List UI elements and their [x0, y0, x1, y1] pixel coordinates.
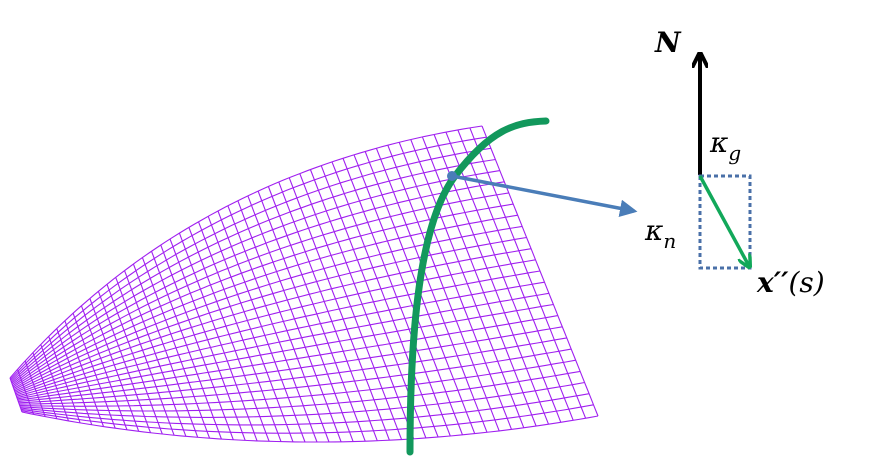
- mesh-line: [11, 158, 496, 383]
- curvature-vector-label: x′′(s): [756, 266, 825, 299]
- mesh-line: [13, 214, 518, 389]
- mesh-line: [17, 315, 558, 401]
- surface-mesh: [9, 125, 599, 443]
- mesh-line: [10, 136, 487, 380]
- mesh-line: [12, 203, 514, 388]
- curvature-vector-arg: (s): [788, 266, 824, 299]
- mesh-line: [15, 259, 536, 395]
- mesh-line: [12, 192, 509, 387]
- kappa-g-label: κg: [709, 126, 741, 165]
- mesh-line: [18, 326, 563, 403]
- curvature-vector-arrow: [698, 175, 749, 266]
- mesh-line: [16, 292, 549, 399]
- kappa-g-sub: g: [728, 141, 741, 165]
- projection-box: [698, 174, 752, 270]
- kappa-g-base: κ: [709, 126, 728, 159]
- mesh-line: [21, 393, 590, 426]
- mesh-line: [9, 125, 483, 379]
- mesh-line: [11, 181, 505, 385]
- mesh-line: [11, 170, 500, 384]
- mesh-line: [19, 348, 572, 405]
- mesh-line: [20, 381, 585, 418]
- normal-curvature-arrow: [451, 174, 638, 217]
- mesh-line: [20, 370, 581, 412]
- mesh-line: [15, 270, 541, 396]
- mesh-line: [16, 281, 545, 397]
- kappa-n-base: κ: [644, 214, 663, 247]
- mesh-line: [14, 248, 532, 393]
- surface-curve: [406, 117, 550, 456]
- mesh-line: [13, 225, 523, 391]
- curvature-vector-base: x′′: [756, 266, 789, 299]
- mesh-line: [18, 337, 567, 404]
- curve-point: [447, 171, 457, 181]
- kappa-n-sub: n: [663, 229, 676, 253]
- mesh-line: [19, 359, 576, 407]
- normal-label: N: [654, 26, 682, 59]
- mesh-line: [10, 147, 491, 381]
- mesh-line: [21, 411, 599, 443]
- mesh-line: [17, 303, 554, 400]
- mesh-line: [21, 404, 594, 434]
- kappa-n-label: κn: [644, 214, 676, 253]
- mesh-line: [14, 236, 527, 392]
